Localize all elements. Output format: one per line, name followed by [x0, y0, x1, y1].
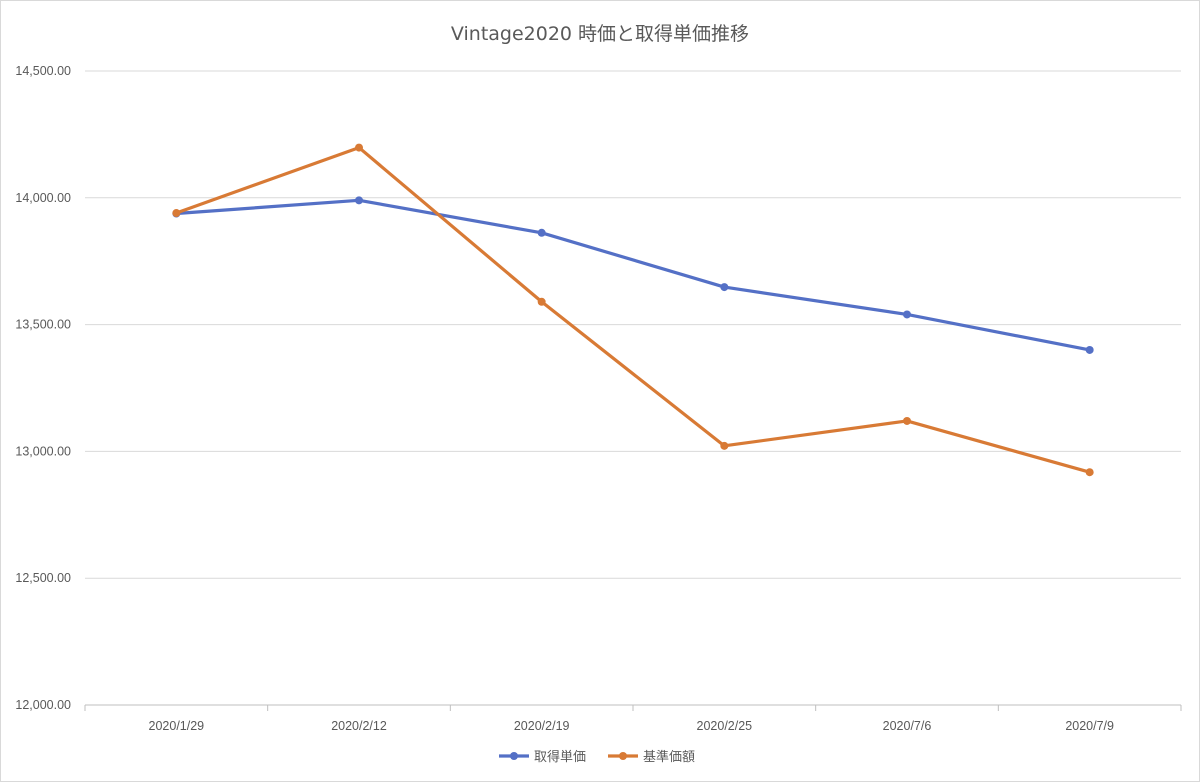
data-point — [172, 209, 181, 218]
axes: 12,000.00 12,500.00 13,000.00 13,500.00 14,0… — [15, 64, 1182, 733]
x-tick-label: 2020/2/12 — [331, 719, 387, 733]
x-tick-label: 2020/7/9 — [1065, 719, 1114, 733]
x-tick-label: 2020/2/19 — [514, 719, 570, 733]
series-line — [174, 198, 1092, 352]
legend-marker — [510, 752, 518, 760]
y-tick-label: 14,000.00 — [15, 191, 71, 205]
chart-title: Vintage2020 時価と取得単価推移 — [450, 23, 750, 45]
x-tick-label: 2020/7/6 — [883, 719, 932, 733]
y-tick-label: 14,500.00 — [15, 64, 71, 78]
data-point — [720, 441, 729, 450]
y-tick-label: 13,000.00 — [15, 444, 71, 458]
legend: 取得単価 基準価額 — [499, 749, 695, 765]
y-tick-label: 12,000.00 — [15, 698, 71, 712]
data-point — [537, 297, 546, 306]
data-point — [537, 228, 546, 237]
gridlines — [85, 70, 1181, 706]
x-tick-label: 2020/1/29 — [149, 719, 205, 733]
data-point — [355, 143, 363, 152]
data-point — [903, 310, 911, 319]
legend-marker — [619, 752, 627, 760]
series-line — [174, 145, 1092, 474]
legend-label: 基準価額 — [643, 749, 695, 765]
y-tick-label: 13,500.00 — [15, 318, 71, 332]
series-lines — [172, 143, 1094, 477]
data-point — [1085, 468, 1094, 477]
data-point — [903, 416, 911, 425]
legend-label: 取得単価 — [534, 749, 586, 765]
data-point — [720, 283, 729, 292]
x-tick-label: 2020/2/25 — [697, 719, 753, 733]
y-tick-label: 12,500.00 — [15, 571, 71, 585]
data-point — [355, 196, 363, 205]
data-point — [1085, 345, 1094, 354]
